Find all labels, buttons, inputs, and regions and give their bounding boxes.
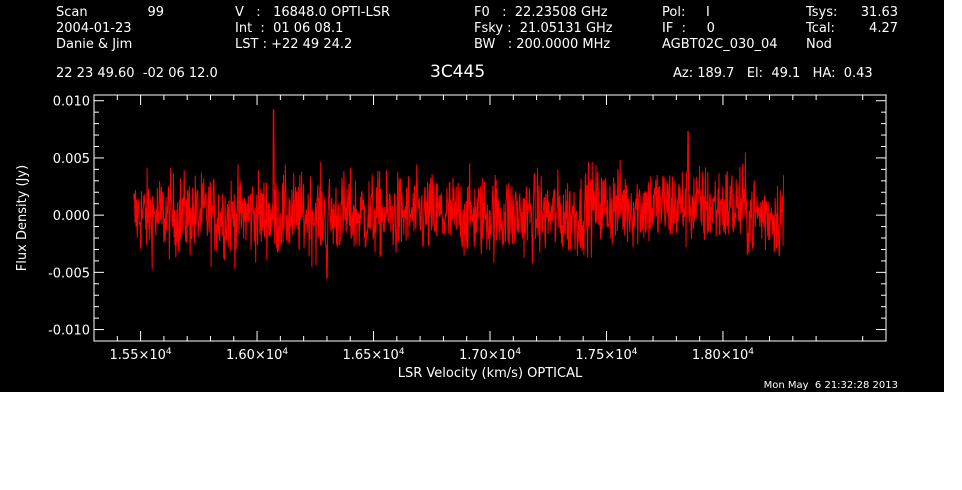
y-tick-label: -0.010 [48,324,90,339]
scan-number: 99 [147,5,164,20]
source-coordinates: 22 23 49.60 -02 06 12.0 [56,66,218,81]
obs-date: 2004-01-23 [56,21,132,36]
spectrum-trace-group [133,109,784,279]
y-tick-label: 0.000 [53,209,90,224]
scan-label: Scan [56,5,88,20]
integration-info: Int : 01 06 08.1 [235,21,344,36]
bandwidth: BW : 200.0000 MHz [474,37,611,52]
x-tick-label: 1.80×104 [692,347,754,363]
obs-mode: Nod [806,37,832,52]
x-tick-label: 1.75×104 [575,347,637,363]
y-tick-label: 0.005 [53,152,90,167]
observers: Danie & Jim [56,37,133,52]
tcal-label: Tcal: [806,21,835,36]
spectrum-chart: -0.010 -0.005 0.000 0.005 0.010 1.55×104 1.60×… [15,94,887,381]
tsys-value: 31.63 [860,5,898,20]
y-tick-label: -0.005 [48,266,90,281]
velocity-info: V : 16848.0 OPTI-LSR [235,5,391,20]
plot-timestamp: Mon May 6 21:32:28 2013 [763,380,898,391]
rest-frequency: F0 : 22.23508 GHz [474,5,608,20]
x-tick-label: 1.65×104 [342,347,404,363]
sky-frequency: Fsky : 21.05131 GHz [474,21,613,36]
az-el-ha: Az: 189.7 El: 49.1 HA: 0.43 [673,66,873,81]
x-tick-label: 1.70×104 [459,347,521,363]
x-axis-label: LSR Velocity (km/s) OPTICAL [398,366,583,381]
x-tick-label: 1.60×104 [226,347,288,363]
tcal-value: 4.27 [869,21,898,36]
spectrum-trace [133,109,784,279]
project-id: AGBT02C_030_04 [662,37,778,52]
if-number: IF : 0 [662,21,715,36]
polarization: Pol: I [662,5,710,20]
y-tick-label: 0.010 [53,95,90,110]
x-tick-label: 1.55×104 [110,347,172,363]
lst-info: LST : +22 49 24.2 [235,37,353,52]
tsys-label: Tsys: [806,5,838,20]
axis-ticks: -0.010 -0.005 0.000 0.005 0.010 1.55×104 1.60×… [48,95,887,363]
source-name: 3C445 [430,62,486,82]
y-axis-label: Flux Density (Jy) [15,165,30,271]
